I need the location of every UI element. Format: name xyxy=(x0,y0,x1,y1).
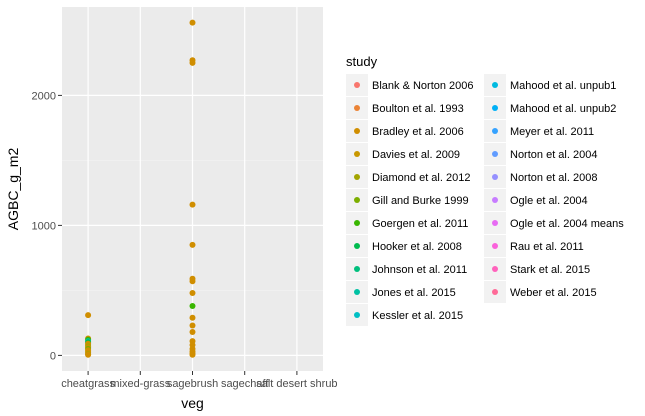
legend-key-point xyxy=(492,266,498,272)
data-point xyxy=(85,312,92,319)
legend-key-point xyxy=(354,128,360,134)
data-point xyxy=(189,201,196,208)
data-point xyxy=(189,59,196,66)
legend-label: Rau et al. 2011 xyxy=(510,241,584,253)
y-tick-label: 1000 xyxy=(32,220,56,232)
legend-label: Norton et al. 2004 xyxy=(510,149,597,161)
x-tick-label: mixed-grass xyxy=(110,378,170,390)
legend-label: Boulton et al. 1993 xyxy=(372,103,464,115)
legend-key-point xyxy=(492,243,498,249)
legend-label: Ogle et al. 2004 means xyxy=(510,218,624,230)
y-tick-label: 2000 xyxy=(32,90,56,102)
x-tick-label: sagebrush xyxy=(167,378,218,390)
legend-label: Mahood et al. unpub2 xyxy=(510,103,616,115)
data-point xyxy=(189,351,196,358)
legend-key-point xyxy=(492,220,498,226)
legend-key-point xyxy=(492,197,498,203)
legend-key-point xyxy=(354,243,360,249)
legend-key-point xyxy=(492,151,498,157)
legend-key-point xyxy=(354,312,360,318)
legend-key-point xyxy=(354,197,360,203)
data-point xyxy=(85,351,92,358)
x-tick-label: cheatgrass xyxy=(61,378,115,390)
data-point xyxy=(189,278,196,285)
legend-label: Diamond et al. 2012 xyxy=(372,172,470,184)
legend-key-point xyxy=(492,82,498,88)
legend-label: Johnson et al. 2011 xyxy=(372,264,467,276)
legend-label: Jones et al. 2015 xyxy=(372,287,456,299)
legend-label: Gill and Burke 1999 xyxy=(372,195,469,207)
data-point xyxy=(189,314,196,321)
y-axis: 0 1000 2000 xyxy=(32,90,62,362)
legend-label: Ogle et al. 2004 xyxy=(510,195,588,207)
legend-key-point xyxy=(354,151,360,157)
legend-label: Meyer et al. 2011 xyxy=(510,126,594,138)
legend-key-point xyxy=(354,266,360,272)
legend-key-point xyxy=(492,174,498,180)
legend-key-point xyxy=(354,289,360,295)
data-point xyxy=(189,19,196,26)
y-tick-label: 0 xyxy=(50,350,56,362)
legend-key-point xyxy=(492,128,498,134)
legend: Blank & Norton 2006 Boulton et al. 1993 Br… xyxy=(346,74,624,326)
data-point xyxy=(189,329,196,335)
data-point xyxy=(189,322,196,329)
legend-label: Blank & Norton 2006 xyxy=(372,80,474,92)
y-axis-title: AGBC_g_m2 xyxy=(5,148,21,231)
x-tick-label: sagechaff xyxy=(221,378,269,390)
legend-key-point xyxy=(354,82,360,88)
legend-label: Mahood et al. unpub1 xyxy=(510,80,616,92)
legend-label: Stark et al. 2015 xyxy=(510,264,590,276)
legend-key-point xyxy=(492,289,498,295)
legend-label: Hooker et al. 2008 xyxy=(372,241,462,253)
data-point xyxy=(189,290,196,296)
legend-label: Davies et al. 2009 xyxy=(372,149,460,161)
legend-label: Weber et al. 2015 xyxy=(510,287,597,299)
legend-label: Norton et al. 2008 xyxy=(510,172,597,184)
legend-key-point xyxy=(354,105,360,111)
legend-key-point xyxy=(354,174,360,180)
x-tick-label: salt desert shrub xyxy=(256,378,337,390)
data-point xyxy=(189,303,196,309)
legend-label: Bradley et al. 2006 xyxy=(372,126,464,138)
legend-label: Goergen et al. 2011 xyxy=(372,218,468,230)
data-points xyxy=(85,19,196,358)
legend-key-point xyxy=(354,220,360,226)
legend-key-point xyxy=(492,105,498,111)
legend-label: Kessler et al. 2015 xyxy=(372,310,463,322)
data-point xyxy=(189,241,196,248)
legend-title: study xyxy=(346,54,378,69)
x-axis-title: veg xyxy=(181,395,204,411)
